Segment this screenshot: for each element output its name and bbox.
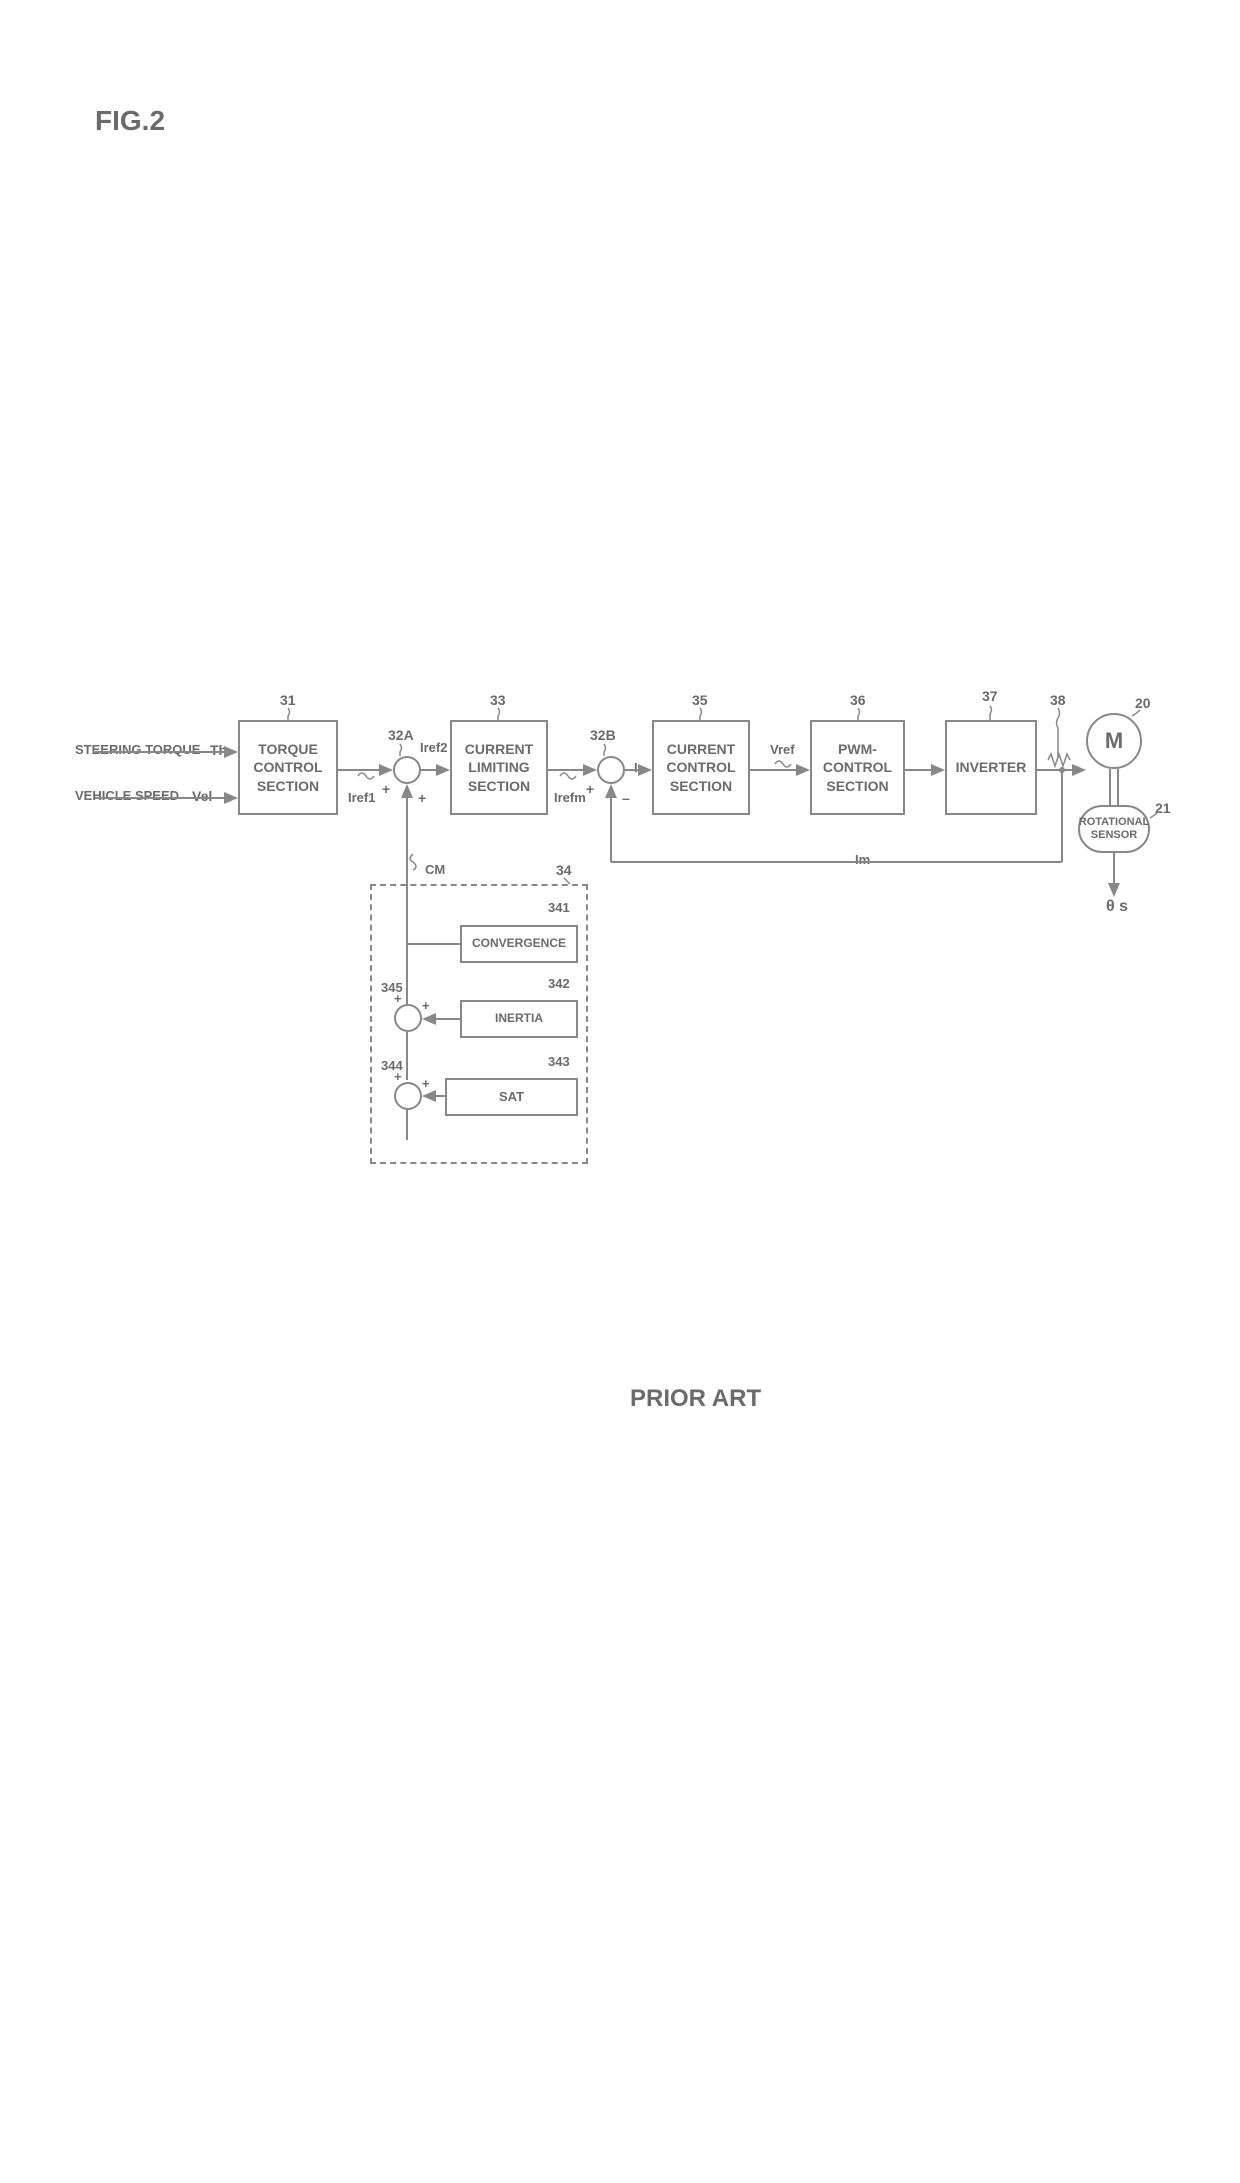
block-inverter: INVERTER xyxy=(945,720,1037,815)
ref-32a: 32A xyxy=(388,727,414,743)
ref-34: 34 xyxy=(556,862,572,878)
sig-im: Im xyxy=(855,852,870,867)
block-convergence: CONVERGENCE xyxy=(460,925,578,963)
sig-vref: Vref xyxy=(770,742,795,757)
vehicle-speed-sym: Vel xyxy=(192,788,212,804)
sig-thetas: θ s xyxy=(1106,898,1128,916)
ref-20: 20 xyxy=(1135,695,1151,711)
sig-cm: CM xyxy=(425,862,445,877)
ref-32b: 32B xyxy=(590,727,616,743)
ref-342: 342 xyxy=(548,976,570,991)
ref-343: 343 xyxy=(548,1054,570,1069)
plus-32a-left: + xyxy=(382,781,390,797)
block-current-control: CURRENT CONTROL SECTION xyxy=(652,720,750,815)
ref-21: 21 xyxy=(1155,800,1171,816)
plus-32b-left: + xyxy=(586,781,594,797)
sig-iref1: Iref1 xyxy=(348,790,375,805)
block-current-limiting: CURRENT LIMITING SECTION xyxy=(450,720,548,815)
ref-36: 36 xyxy=(850,692,866,708)
block-inertia: INERTIA xyxy=(460,1000,578,1038)
minus-32b-bottom: – xyxy=(622,790,630,806)
sig-i: I xyxy=(634,760,638,775)
ref-341: 341 xyxy=(548,900,570,915)
ref-33: 33 xyxy=(490,692,506,708)
block-pwm-control: PWM- CONTROL SECTION xyxy=(810,720,905,815)
plus-345-top: + xyxy=(394,991,402,1006)
summer-344 xyxy=(394,1082,422,1110)
plus-345-right: + xyxy=(422,998,430,1013)
rotational-sensor: ROTATIONAL SENSOR xyxy=(1078,805,1150,853)
ref-31: 31 xyxy=(280,692,296,708)
block-torque-control: TORQUE CONTROL SECTION xyxy=(238,720,338,815)
steering-torque-sym: Th xyxy=(210,742,227,758)
sig-irefm: Irefm xyxy=(554,790,586,805)
block-sat: SAT xyxy=(445,1078,578,1116)
ref-37: 37 xyxy=(982,688,998,704)
summer-32b xyxy=(597,756,625,784)
steering-torque-label: STEERING TORQUE xyxy=(75,742,200,757)
diagram-wires xyxy=(0,0,1240,2183)
figure-title: FIG.2 xyxy=(95,105,165,137)
sig-iref2: Iref2 xyxy=(420,740,447,755)
plus-32a-bottom: + xyxy=(418,790,426,806)
vehicle-speed-label: VEHICLE SPEED xyxy=(75,788,179,803)
prior-art-label: PRIOR ART xyxy=(630,1385,761,1413)
plus-344-top: + xyxy=(394,1069,402,1084)
summer-345 xyxy=(394,1004,422,1032)
plus-344-right: + xyxy=(422,1076,430,1091)
motor: M xyxy=(1086,713,1142,769)
summer-32a xyxy=(393,756,421,784)
ref-35: 35 xyxy=(692,692,708,708)
ref-38: 38 xyxy=(1050,692,1066,708)
